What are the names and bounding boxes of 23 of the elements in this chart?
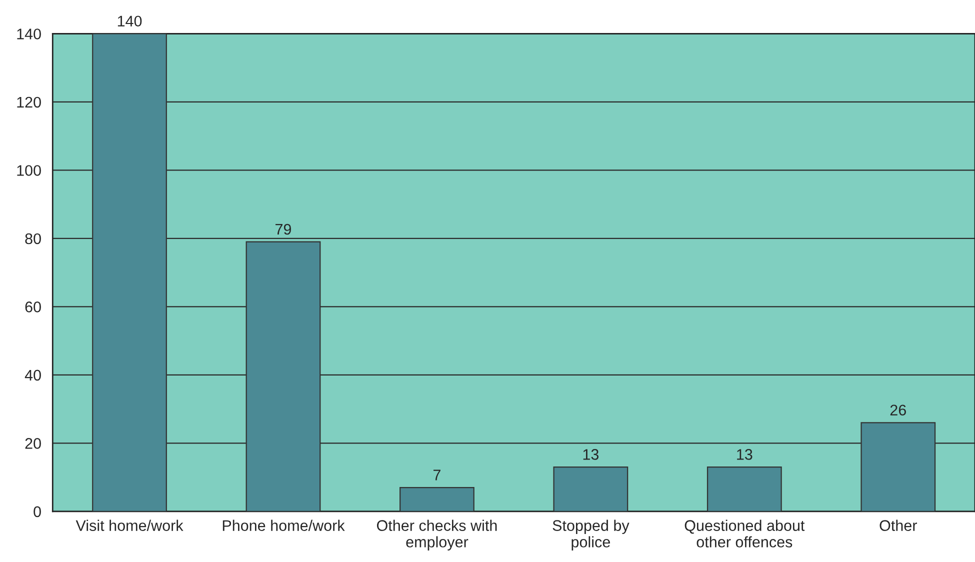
y-tick-label: 100 xyxy=(17,165,41,176)
y-tick-label: 0 xyxy=(34,506,41,518)
y-tick-label: 20 xyxy=(25,438,41,449)
x-tick-label: Stopped by police xyxy=(552,520,630,550)
bar xyxy=(553,466,628,512)
data-label: 13 xyxy=(737,449,752,460)
x-tick-label: Other xyxy=(880,520,917,531)
x-tick-label: Questioned about other offences xyxy=(684,520,805,548)
data-label: 79 xyxy=(276,224,292,235)
x-tick-label: Phone home/work xyxy=(222,520,345,531)
y-tick-label: 120 xyxy=(17,96,41,108)
data-label: 7 xyxy=(434,470,440,480)
y-tick-label: 40 xyxy=(24,370,41,381)
data-label: 140 xyxy=(118,16,142,27)
y-tick-label: 140 xyxy=(17,28,41,40)
x-tick-label: Visit home/work xyxy=(76,520,184,531)
data-label: 26 xyxy=(890,404,906,416)
bar xyxy=(400,486,474,512)
data-label: 13 xyxy=(583,449,599,460)
x-tick-label: Other checks with employer xyxy=(376,520,497,550)
bar xyxy=(706,466,782,512)
y-tick-label: 60 xyxy=(25,302,41,312)
y-tick-label: 80 xyxy=(25,233,41,244)
